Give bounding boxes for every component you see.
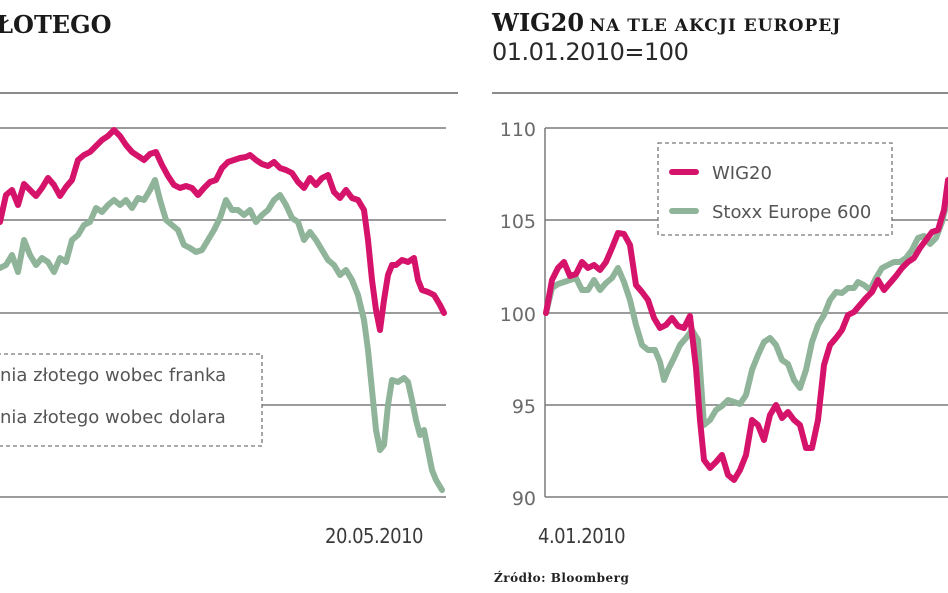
right-title-big: WIG20 [492, 8, 585, 37]
source-name: Bloomberg [550, 571, 630, 585]
left-legend-box [0, 353, 263, 447]
right-legend-box [657, 142, 893, 236]
right-x-start-label: 4.01.2010 [538, 524, 626, 548]
ytick-90: 90 [512, 488, 536, 510]
right-chart-title: WIG20 NA TLE AKCJI EUROPEJ [492, 8, 841, 37]
ytick-105: 105 [500, 211, 536, 233]
left-chart [0, 92, 458, 498]
source-line: Źródło: Bloomberg [494, 571, 629, 585]
legend-label-wig20: WIG20 [712, 163, 772, 184]
right-series-stoxx [543, 195, 948, 428]
legend-label-stoxx: Stoxx Europe 600 [712, 202, 871, 223]
ytick-100: 100 [500, 304, 536, 326]
right-y-tick-labels: 110 105 100 95 90 [500, 119, 536, 510]
right-chart: 110 105 100 95 90 WIG20 Stoxx Europe 600 [492, 92, 948, 510]
left-legend-label-frank: nia złotego wobec franka [0, 365, 227, 386]
left-title-text: ŁOTEGO [0, 10, 112, 39]
right-title-small: NA TLE AKCJI EUROPEJ [589, 16, 842, 36]
left-series-frank [0, 127, 447, 333]
left-x-end-label: 20.05.2010 [325, 524, 424, 548]
ytick-110: 110 [500, 119, 536, 141]
right-gridlines [545, 127, 948, 498]
left-chart-title: ŁOTEGO [0, 10, 112, 39]
right-chart-subtitle: 01.01.2010=100 [492, 38, 689, 66]
left-series-dolar [0, 177, 445, 493]
right-series-wig20 [543, 177, 948, 483]
source-prefix: Źródło: [494, 571, 547, 585]
ytick-95: 95 [512, 396, 536, 418]
left-legend-label-dolar: nia złotego wobec dolara [0, 407, 226, 428]
